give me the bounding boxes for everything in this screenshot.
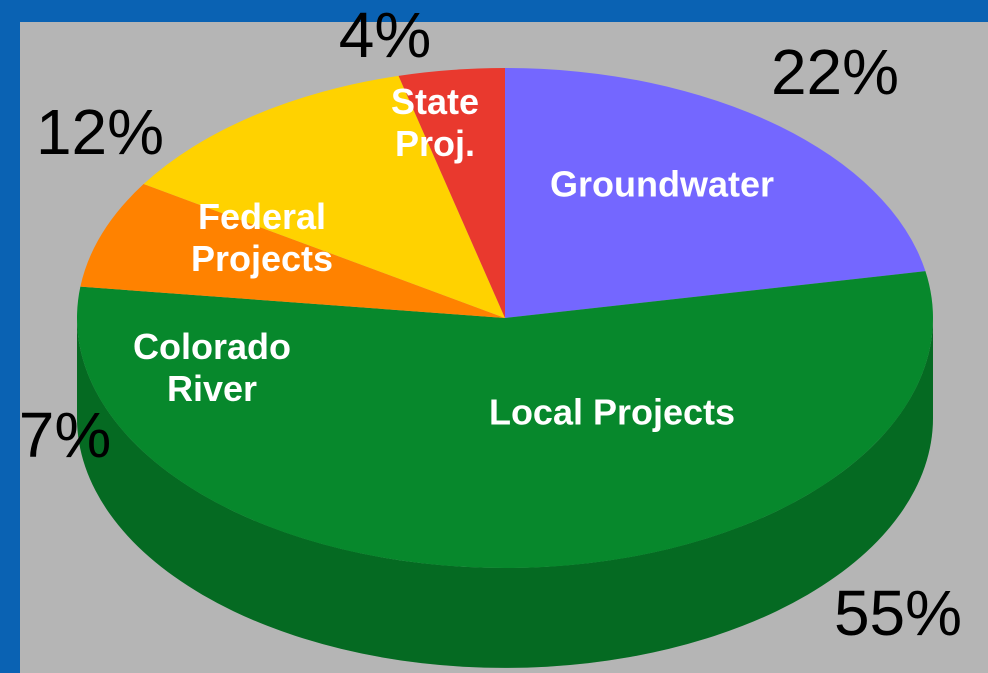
percent-label: 22% <box>771 36 899 108</box>
slice-label: Local Projects <box>489 392 735 433</box>
slice <box>505 68 926 318</box>
slice-label: State Proj. <box>391 81 479 164</box>
slice-label: Colorado River <box>133 326 291 409</box>
pie-tops <box>77 68 933 568</box>
pie-sides <box>77 318 933 668</box>
slice <box>398 68 505 318</box>
slice <box>80 184 505 318</box>
slice-side-shade <box>77 318 933 668</box>
slice-label: Federal Projects <box>191 196 333 279</box>
slice <box>143 75 505 318</box>
percent-label: 12% <box>36 96 164 168</box>
slice-side <box>77 318 933 668</box>
percent-label: 55% <box>834 577 962 649</box>
slice-label: Groundwater <box>550 164 774 205</box>
percent-label: 7% <box>19 399 112 471</box>
percent-label: 4% <box>339 0 432 71</box>
labels: Groundwater 22% Local Projects 55% Colorado R… <box>19 0 962 649</box>
slice <box>77 271 933 568</box>
